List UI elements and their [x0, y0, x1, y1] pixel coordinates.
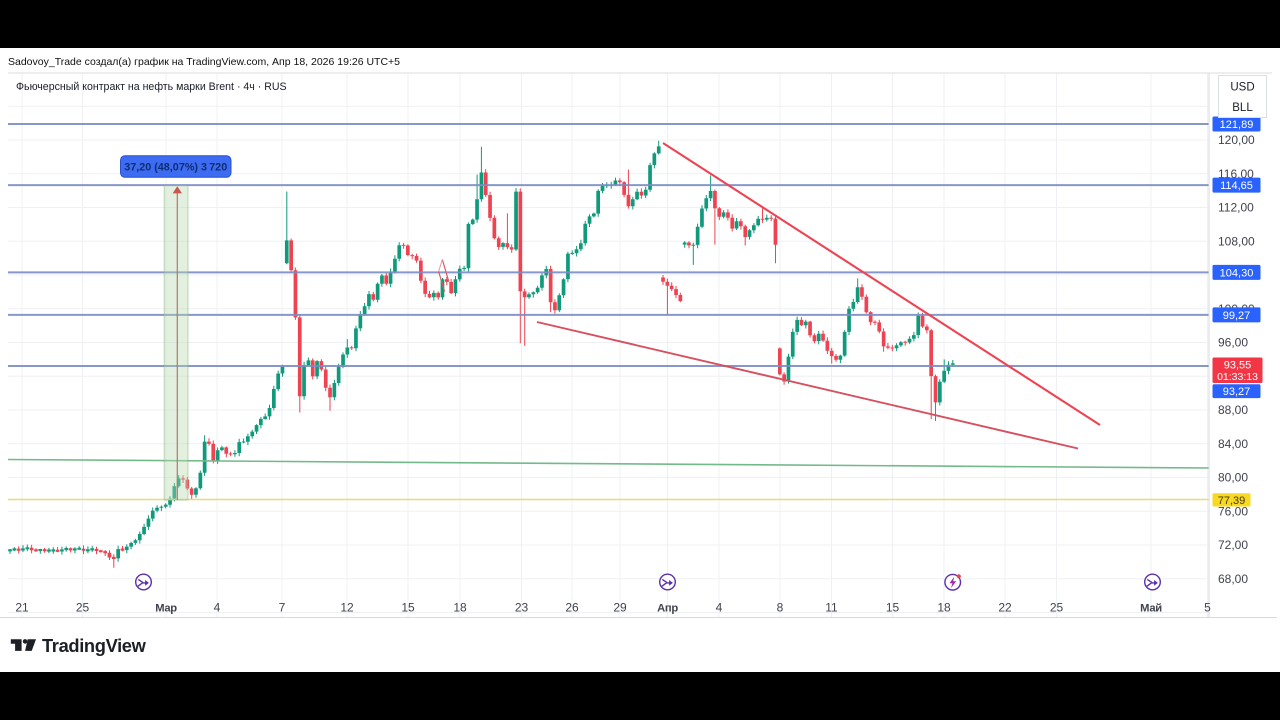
- svg-text:108,00: 108,00: [1218, 234, 1255, 248]
- svg-text:Апр: Апр: [657, 603, 678, 615]
- svg-text:18: 18: [453, 601, 467, 615]
- svg-text:4: 4: [214, 601, 221, 615]
- svg-text:11: 11: [825, 601, 838, 615]
- svg-text:18: 18: [937, 601, 951, 615]
- svg-text:68,00: 68,00: [1218, 572, 1248, 586]
- svg-text:8: 8: [777, 601, 784, 615]
- svg-text:93,55: 93,55: [1224, 359, 1252, 371]
- svg-text:120,00: 120,00: [1218, 133, 1255, 147]
- svg-text:84,00: 84,00: [1218, 437, 1248, 451]
- svg-text:23: 23: [515, 601, 529, 615]
- svg-text:72,00: 72,00: [1218, 538, 1248, 552]
- svg-text:5: 5: [1204, 601, 1211, 615]
- svg-text:93,27: 93,27: [1223, 386, 1251, 398]
- svg-text:15: 15: [886, 601, 900, 615]
- svg-text:USD: USD: [1230, 82, 1254, 94]
- svg-text:121,89: 121,89: [1220, 119, 1254, 131]
- svg-text:112,00: 112,00: [1218, 201, 1254, 215]
- svg-text:Мар: Мар: [155, 603, 177, 615]
- svg-text:Sadovoy_Trade создал(а) график: Sadovoy_Trade создал(а) график на Tradin…: [8, 56, 400, 68]
- svg-text:BLL: BLL: [1232, 102, 1253, 114]
- svg-text:TradingView: TradingView: [42, 635, 147, 656]
- svg-text:104,30: 104,30: [1220, 267, 1254, 279]
- svg-text:25: 25: [1050, 601, 1064, 615]
- svg-text:01:33:13: 01:33:13: [1217, 371, 1258, 383]
- svg-text:25: 25: [76, 601, 90, 615]
- svg-text:29: 29: [613, 601, 627, 615]
- svg-text:116,00: 116,00: [1218, 167, 1254, 181]
- svg-text:37,20 (48,07%) 3 720: 37,20 (48,07%) 3 720: [124, 161, 227, 173]
- svg-text:114,65: 114,65: [1220, 180, 1253, 192]
- svg-text:Фьючерсный контракт на нефть м: Фьючерсный контракт на нефть марки Brent…: [16, 81, 287, 93]
- svg-text:22: 22: [998, 601, 1012, 615]
- svg-text:15: 15: [401, 601, 415, 615]
- svg-text:77,39: 77,39: [1218, 495, 1246, 507]
- svg-text:7: 7: [279, 601, 286, 615]
- svg-text:80,00: 80,00: [1218, 471, 1248, 485]
- svg-text:99,27: 99,27: [1223, 310, 1251, 322]
- svg-text:96,00: 96,00: [1218, 336, 1248, 350]
- svg-text:21: 21: [15, 601, 29, 615]
- svg-text:26: 26: [565, 601, 579, 615]
- svg-text:12: 12: [340, 601, 354, 615]
- svg-text:88,00: 88,00: [1218, 403, 1248, 417]
- svg-text:Май: Май: [1140, 603, 1162, 615]
- svg-text:76,00: 76,00: [1218, 504, 1248, 518]
- svg-text:4: 4: [716, 601, 723, 615]
